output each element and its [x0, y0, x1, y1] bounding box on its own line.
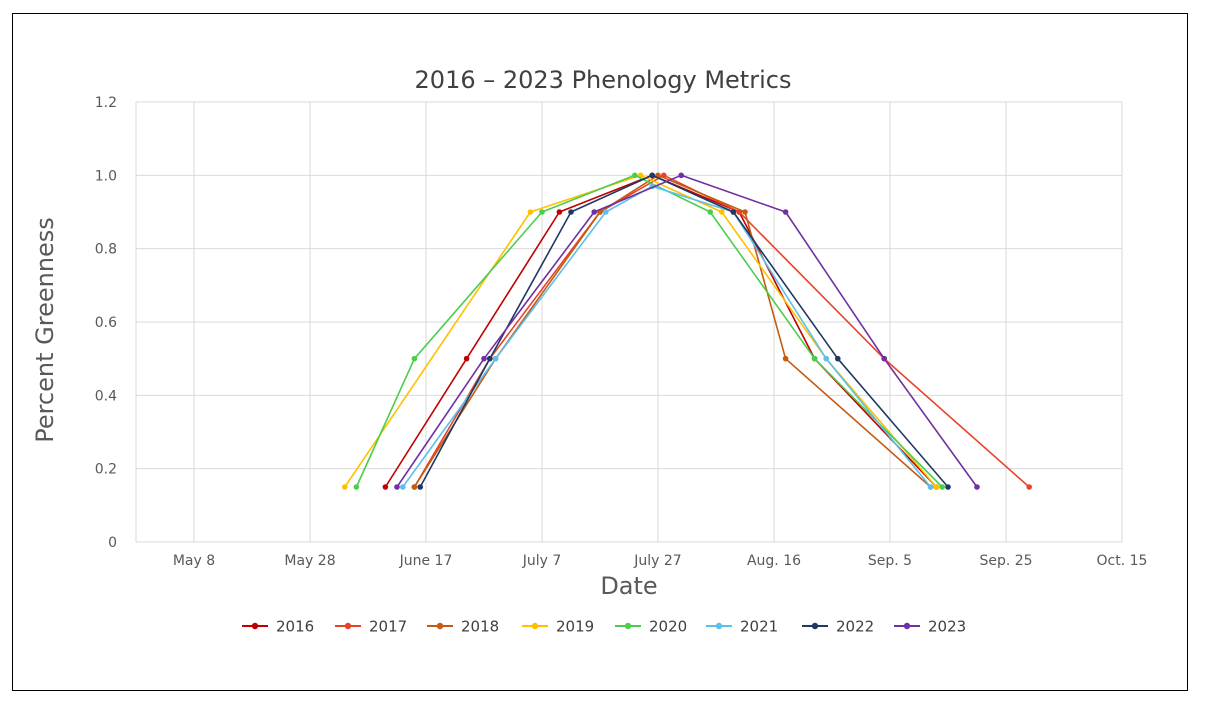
- data-point: [632, 172, 638, 179]
- legend-item-2023: 2023: [894, 618, 966, 636]
- data-point: [492, 355, 499, 362]
- data-point: [463, 355, 470, 362]
- data-point: [487, 355, 493, 362]
- phenology-line-chart: 0 0.2 0.4 0.6 0.8 1.0 1.2 May 8 May 28 June 17 Jul…: [31, 66, 1148, 636]
- legend-label: 2019: [556, 618, 594, 636]
- legend-label: 2022: [836, 618, 874, 636]
- x-tick-label: Sep. 25: [979, 553, 1032, 569]
- legend-swatch-marker: [715, 622, 723, 630]
- legend-item-2020: 2020: [615, 618, 687, 636]
- legend-label: 2020: [649, 618, 687, 636]
- series-line-2017: [413, 174, 1030, 488]
- data-point: [400, 484, 406, 490]
- data-point: [591, 209, 597, 215]
- data-point: [823, 355, 829, 362]
- legend-item-2016: 2016: [242, 618, 314, 636]
- series-line-2018: [413, 174, 932, 488]
- x-tick-label: June 17: [399, 553, 453, 569]
- series-line-2021: [402, 185, 932, 488]
- data-point: [556, 209, 563, 215]
- axes: 0 0.2 0.4 0.6 0.8 1.0 1.2 May 8 May 28 June 17 Jul…: [95, 95, 1148, 569]
- data-point: [342, 484, 348, 490]
- data-point: [603, 209, 609, 215]
- data-point: [382, 484, 389, 490]
- legend-item-2017: 2017: [335, 618, 407, 636]
- data-point: [527, 209, 534, 215]
- data-point: [1026, 484, 1032, 490]
- data-point: [742, 209, 748, 215]
- series-2023: [394, 172, 980, 490]
- data-point: [678, 172, 684, 179]
- data-point: [353, 484, 360, 490]
- x-axis-label: Date: [600, 572, 657, 600]
- y-axis-label: Percent Greenness: [31, 217, 59, 443]
- data-point: [782, 355, 789, 362]
- data-point: [568, 209, 574, 215]
- legend-item-2022: 2022: [802, 618, 874, 636]
- data-point: [835, 355, 841, 362]
- legend-swatch-marker: [903, 622, 911, 630]
- data-point: [649, 172, 655, 179]
- chart-title: 2016 – 2023 Phenology Metrics: [415, 66, 792, 94]
- data-point: [974, 484, 980, 490]
- data-point: [933, 484, 940, 490]
- legend-swatch-marker: [531, 622, 539, 630]
- y-tick-label: 0: [108, 535, 117, 551]
- data-point: [539, 209, 545, 215]
- legend-label: 2016: [276, 618, 314, 636]
- data-point: [394, 484, 400, 490]
- series-line-2022: [419, 174, 949, 488]
- series-line-2016: [384, 174, 937, 488]
- y-tick-label: 0.2: [95, 462, 117, 478]
- legend-swatch-marker: [436, 622, 444, 630]
- y-tick-label: 0.8: [95, 242, 117, 258]
- legend-item-2021: 2021: [706, 618, 778, 636]
- legend-swatch-marker: [251, 622, 259, 630]
- x-tick-label: May 8: [173, 553, 215, 569]
- data-point: [481, 355, 487, 362]
- legend-label: 2023: [928, 618, 966, 636]
- legend-item-2018: 2018: [427, 618, 499, 636]
- data-point: [811, 355, 818, 362]
- chart-frame: 0 0.2 0.4 0.6 0.8 1.0 1.2 May 8 May 28 June 17 Jul…: [12, 13, 1188, 691]
- data-point: [945, 484, 951, 490]
- series-2018: [411, 172, 934, 490]
- data-point: [411, 355, 418, 362]
- legend: 2016 2017 2018 2019 2020 2021 2022 2023: [242, 618, 966, 636]
- data-point: [881, 355, 887, 362]
- x-tick-label: Aug. 16: [747, 553, 801, 569]
- legend-item-2019: 2019: [522, 618, 594, 636]
- data-point: [417, 484, 424, 490]
- legend-swatch-marker: [624, 622, 632, 630]
- x-tick-label: July 7: [522, 553, 562, 569]
- series-line-2019: [344, 174, 938, 488]
- legend-label: 2021: [740, 618, 778, 636]
- series-2019: [342, 172, 940, 490]
- series-2020: [353, 172, 945, 490]
- data-point: [411, 484, 418, 490]
- legend-label: 2017: [369, 618, 407, 636]
- x-tick-label: Oct. 15: [1097, 553, 1148, 569]
- series-2016: [382, 172, 940, 490]
- y-tick-label: 0.4: [95, 388, 117, 404]
- series-2022: [417, 172, 951, 490]
- data-point: [730, 209, 737, 215]
- y-tick-label: 0.6: [95, 315, 117, 331]
- legend-swatch-marker: [344, 622, 352, 630]
- legend-swatch-marker: [811, 622, 819, 630]
- y-tick-label: 1.0: [95, 168, 117, 184]
- legend-label: 2018: [461, 618, 499, 636]
- series-group: [342, 172, 1032, 490]
- x-tick-label: Sep. 5: [868, 553, 912, 569]
- x-tick-label: July 27: [633, 553, 681, 569]
- y-tick-label: 1.2: [95, 95, 117, 111]
- data-point: [939, 484, 945, 490]
- data-point: [719, 209, 725, 215]
- data-point: [927, 484, 934, 490]
- data-point: [782, 209, 789, 215]
- data-point: [707, 209, 713, 215]
- gridlines: [135, 101, 1123, 543]
- x-tick-label: May 28: [284, 553, 335, 569]
